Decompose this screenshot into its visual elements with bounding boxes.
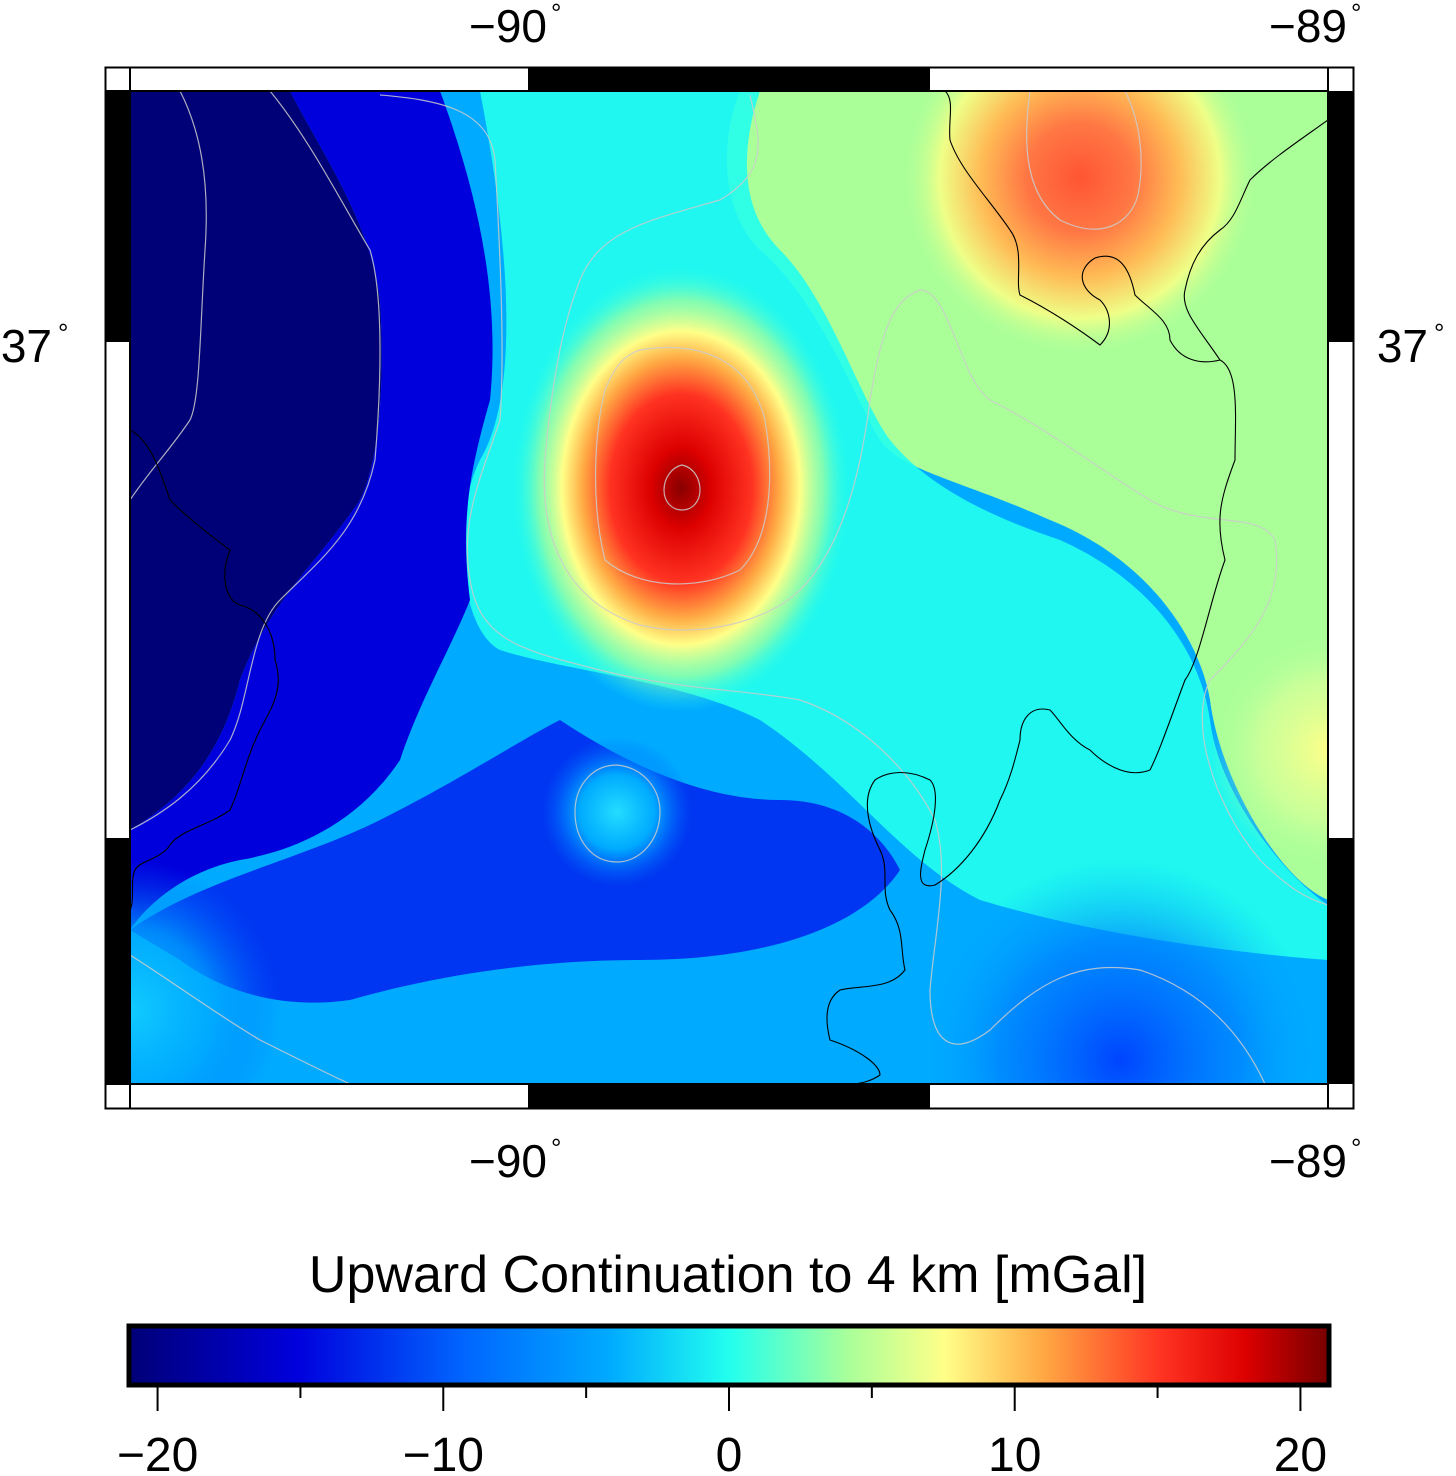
colorbar-tick-label: 0 [716,1429,743,1476]
colorbar-ramp [126,1323,1332,1388]
frame-band-right [1328,838,1353,1084]
degree-symbol: ° [551,0,561,28]
frame-band-bottom [528,1084,930,1108]
contour-line [379,94,1266,1084]
grid-central-high [130,91,1328,1084]
frame-band-top [528,68,930,91]
coastlines [130,91,1328,1084]
colorbar-title: Upward Continuation to 4 km [mGal] [309,1246,1147,1304]
contour-line [130,954,351,1084]
contour-line [130,91,381,831]
lat-label-right: 37 [1377,320,1428,372]
lat-label-left: 37 [1,320,52,372]
contour-line [574,764,661,863]
degree-symbol: ° [1351,0,1361,28]
colorbar-ticks: −20 −10 0 10 20 [117,1385,1327,1476]
degree-symbol: ° [1351,1133,1361,1163]
longitude-labels-bottom: −90 ° −89 ° [469,1133,1361,1187]
contour-line [1026,91,1142,230]
coastline-northeast [1183,119,1328,361]
colorbar-tick-label: 10 [988,1429,1041,1476]
lon-label-top-east: −89 [1269,0,1347,52]
frame-outer [104,66,1355,1110]
coastline-west [130,429,279,911]
map-frame [104,66,1355,1110]
frame-band-left [106,838,130,1084]
colorbar-tick-label: −10 [403,1429,484,1476]
colorbar-tick-label: 20 [1274,1429,1327,1476]
lon-label-top-west: −90 [469,0,547,52]
anomaly-grid [130,91,1328,1084]
colorbar: Upward Continuation to 4 km [mGal] −20 −1… [117,1246,1332,1476]
coastline-east [826,91,1237,1084]
frame-band-left [106,91,130,342]
latitude-labels: 37 ° 37 ° [1,318,1445,372]
contour-line [663,464,701,511]
degree-symbol: ° [551,1133,561,1163]
lon-label-bottom-west: −90 [469,1135,547,1187]
contour-line [543,94,1328,906]
contour-line [130,91,207,501]
degree-symbol: ° [1434,318,1444,348]
degree-symbol: ° [58,318,68,348]
contour-line [594,346,771,585]
lon-label-bottom-east: −89 [1269,1135,1347,1187]
colorbar-tick-label: −20 [117,1429,198,1476]
longitude-labels-top: −90 ° −89 ° [469,0,1361,52]
contour-lines [130,91,1328,1084]
frame-band-right [1328,91,1353,342]
